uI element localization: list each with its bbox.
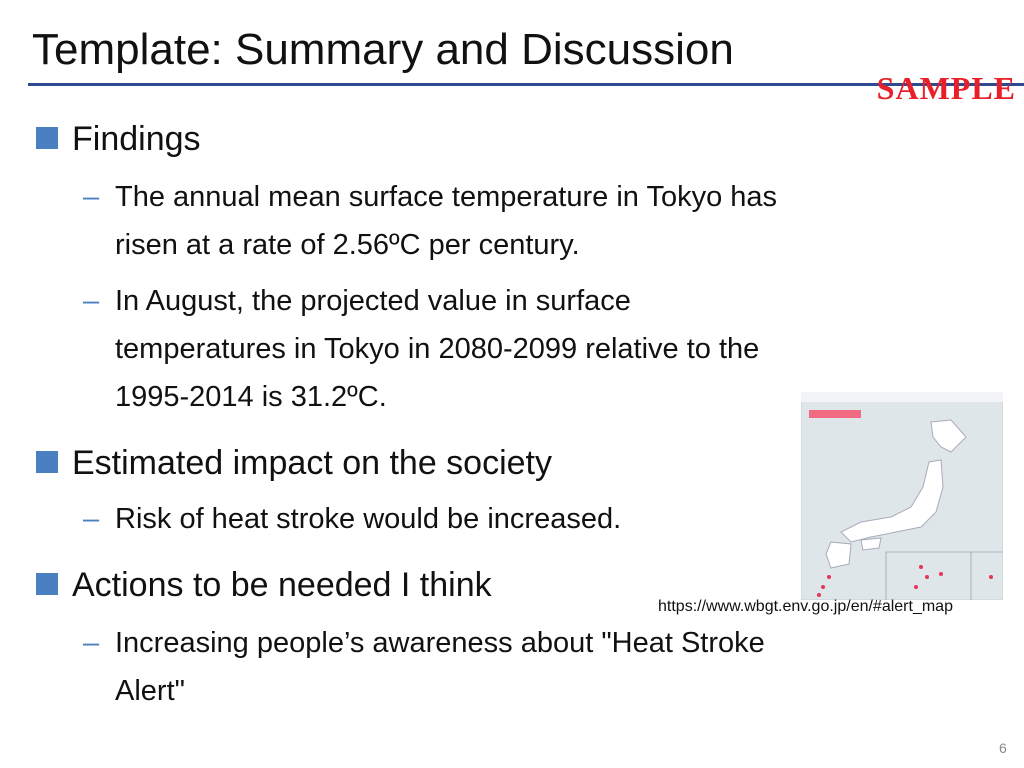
- bullet-square: [36, 451, 58, 473]
- page-number: 6: [999, 740, 1007, 756]
- sub-bullet-line: The annual mean surface temperature in T…: [115, 181, 778, 213]
- sub-bullet-line: Alert": [115, 675, 185, 707]
- sub-bullet-dash: –: [83, 503, 100, 535]
- sub-bullet-line: risen at a rate of 2.56ºC per century.: [115, 229, 580, 261]
- sub-bullet-line: 1995-2014 is 31.2ºC.: [115, 381, 387, 413]
- slide-title: Template: Summary and Discussion: [32, 25, 734, 74]
- sample-stamp: SAMPLE: [876, 70, 1016, 106]
- sub-bullet-line: temperatures in Tokyo in 2080-2099 relat…: [115, 333, 760, 365]
- sub-bullet-line: Increasing people’s awareness about "Hea…: [115, 627, 765, 659]
- title-rule: [28, 83, 1024, 86]
- sub-bullet-dash: –: [83, 285, 100, 317]
- bullet-square: [36, 573, 58, 595]
- bullet-square: [36, 127, 58, 149]
- figure-caption: https://www.wbgt.env.go.jp/en/#alert_map: [658, 598, 953, 615]
- bullet-text: Estimated impact on the society: [72, 444, 553, 482]
- bullet-text: Findings: [72, 120, 201, 158]
- sub-bullet-line: Risk of heat stroke would be increased.: [115, 503, 622, 535]
- sub-bullet-dash: –: [83, 627, 100, 659]
- bullet-text: Actions to be needed I think: [72, 566, 492, 604]
- sub-bullet-dash: –: [83, 181, 100, 213]
- sub-bullet-line: In August, the projected value in surfac…: [115, 285, 631, 317]
- map-image: [801, 392, 1003, 600]
